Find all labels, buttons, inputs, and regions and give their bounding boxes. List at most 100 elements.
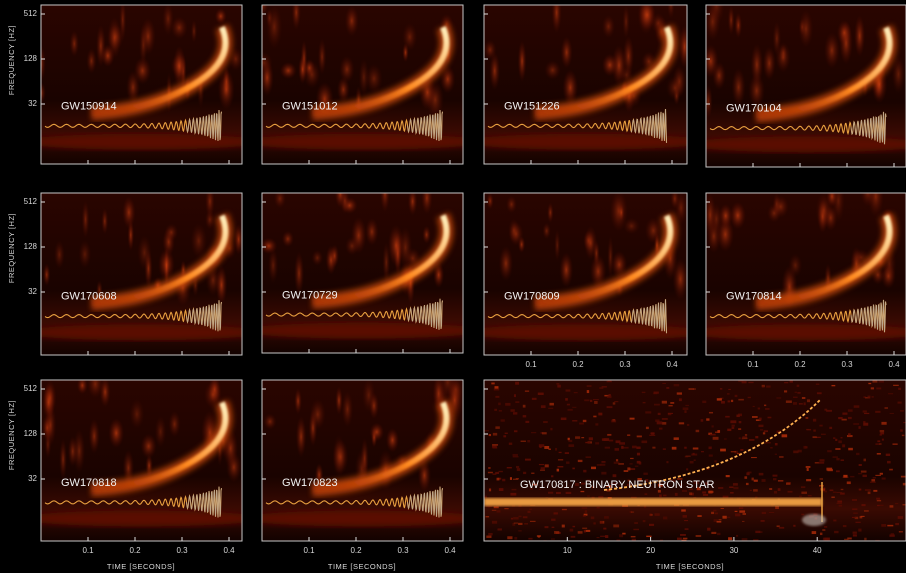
noise-speck — [852, 508, 857, 509]
noise-speck — [779, 527, 784, 529]
noise-speck — [532, 398, 537, 400]
noise-speck — [505, 433, 508, 434]
noise-speck — [548, 492, 553, 494]
noise-speck — [888, 393, 893, 394]
noise-blob — [330, 244, 339, 267]
noise-blob — [518, 41, 527, 82]
noise-blob — [486, 193, 493, 210]
noise-speck — [870, 482, 876, 483]
noise-speck — [890, 413, 894, 414]
noise-speck — [687, 424, 689, 426]
noise-speck — [569, 444, 575, 447]
noise-blob — [280, 62, 297, 79]
noise-speck — [775, 506, 779, 509]
spectrogram — [21, 185, 262, 355]
noise-speck — [876, 387, 881, 389]
noise-blob — [266, 5, 282, 48]
noise-speck — [613, 474, 617, 477]
noise-speck — [815, 462, 819, 463]
noise-speck — [681, 509, 686, 511]
noise-speck — [877, 505, 880, 506]
noise-speck — [494, 386, 498, 389]
noise-blob — [421, 182, 432, 214]
noise-speck — [521, 441, 526, 442]
noise-speck — [739, 507, 743, 509]
noise-blob — [408, 188, 417, 215]
noise-blob — [45, 403, 56, 446]
low-band — [21, 510, 262, 526]
noise-speck — [543, 421, 548, 423]
noise-speck — [624, 470, 629, 472]
noise-speck — [627, 434, 630, 436]
noise-speck — [663, 495, 666, 497]
noise-speck — [566, 461, 569, 463]
noise-blob — [73, 429, 85, 473]
noise-speck — [601, 461, 605, 463]
noise-speck — [739, 510, 745, 512]
noise-speck — [774, 491, 777, 494]
spectrogram — [484, 380, 906, 543]
noise-speck — [646, 427, 649, 429]
noise-speck — [864, 538, 866, 540]
noise-speck — [607, 434, 611, 436]
noise-blob — [602, 54, 618, 77]
noise-speck — [611, 420, 616, 423]
x-tick-label: 0.3 — [176, 546, 188, 555]
noise-speck — [882, 439, 884, 441]
noise-speck — [832, 456, 837, 457]
noise-speck — [804, 402, 806, 405]
noise-speck — [887, 461, 891, 464]
panel: GW1708230.10.20.30.4TIME [SECONDS] — [242, 367, 483, 571]
noise-speck — [833, 437, 835, 438]
noise-speck — [732, 427, 735, 429]
noise-speck — [654, 404, 660, 406]
noise-speck — [672, 447, 677, 450]
noise-speck — [668, 413, 672, 415]
noise-speck — [663, 516, 667, 519]
noise-speck — [616, 459, 618, 461]
noise-blob — [547, 202, 553, 222]
noise-speck — [750, 490, 752, 491]
noise-speck — [801, 492, 807, 494]
noise-speck — [524, 523, 528, 525]
noise-speck — [778, 488, 781, 491]
noise-speck — [735, 511, 738, 512]
noise-speck — [877, 440, 880, 442]
x-tick-label: 0.2 — [572, 360, 584, 369]
noise-speck — [799, 403, 803, 404]
noise-speck — [583, 420, 587, 422]
noise-blob — [101, 208, 108, 234]
noise-speck — [835, 448, 840, 450]
noise-speck — [603, 528, 606, 530]
noise-blob — [732, 68, 746, 107]
noise-speck — [793, 525, 795, 527]
noise-speck — [777, 525, 780, 527]
noise-speck — [713, 510, 716, 512]
noise-speck — [539, 464, 544, 465]
noise-speck — [566, 492, 572, 494]
noise-speck — [807, 429, 812, 430]
noise-speck — [513, 454, 518, 456]
noise-speck — [755, 436, 758, 438]
noise-blob — [666, 76, 683, 100]
noise-speck — [621, 446, 623, 449]
x-tick-label: 0.2 — [129, 546, 141, 555]
noise-blob — [673, 258, 689, 300]
y-tick-label: 128 — [24, 242, 38, 251]
noise-speck — [597, 507, 600, 509]
noise-speck — [859, 489, 862, 491]
noise-blob — [86, 48, 96, 73]
noise-speck — [709, 454, 713, 456]
panel: GW151012 — [242, 0, 483, 164]
noise-speck — [549, 403, 553, 406]
noise-blob — [518, 236, 525, 253]
noise-speck — [895, 523, 899, 525]
noise-speck — [491, 383, 494, 385]
noise-blob — [402, 23, 417, 51]
noise-speck — [762, 512, 766, 514]
noise-speck — [742, 436, 747, 437]
spectrogram — [464, 0, 708, 164]
noise-blob — [171, 16, 188, 39]
panel: GW170104 — [686, 0, 906, 167]
noise-speck — [873, 490, 877, 492]
